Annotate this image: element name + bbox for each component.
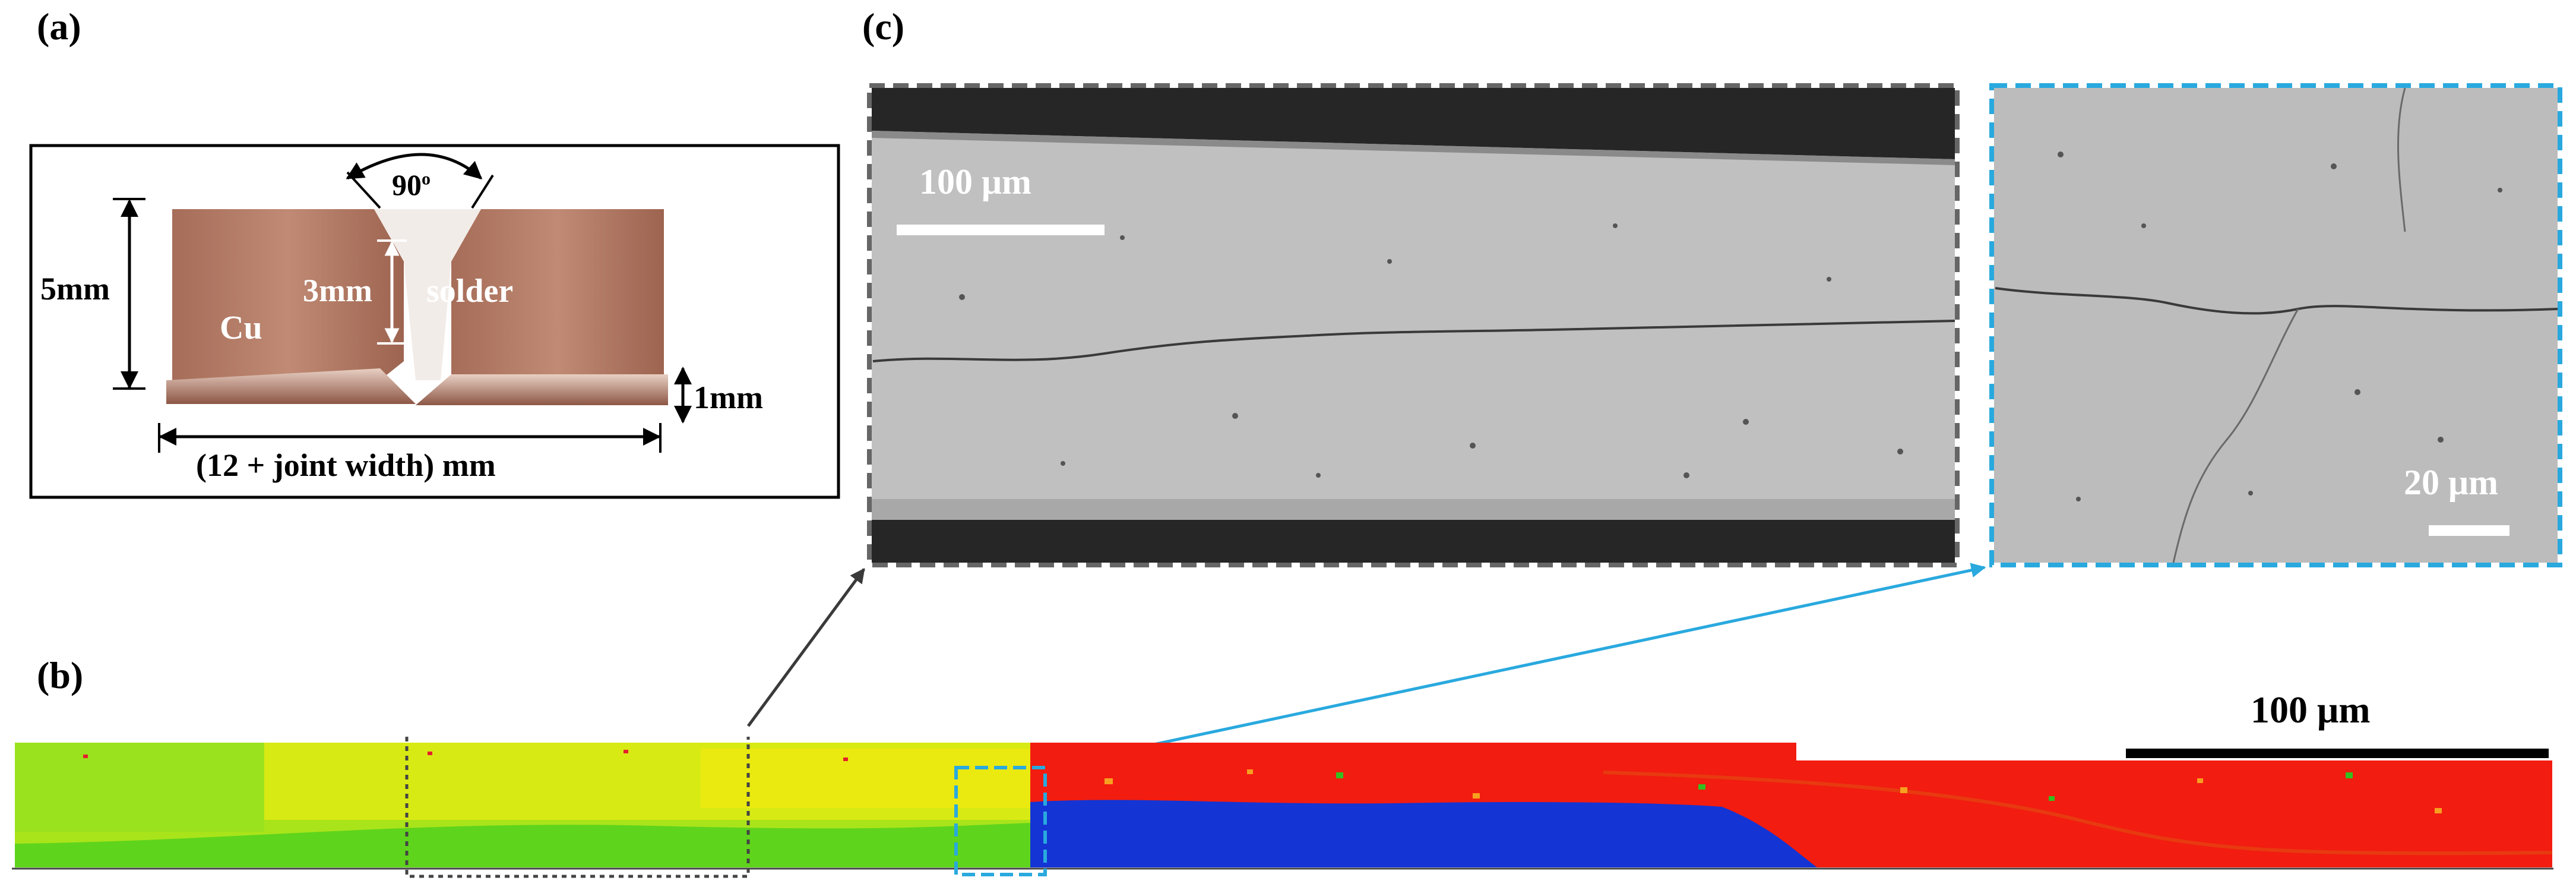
solder-label: solder [426, 273, 514, 310]
sem-detail-scale-label: 20 μm [2404, 463, 2498, 502]
ebsd-map [12, 737, 2553, 878]
panel-label-a: (a) [37, 5, 81, 48]
angle-value: 90 [392, 168, 422, 201]
ebsd-scale-label: 100 μm [2251, 689, 2371, 731]
panel-label-b: (b) [37, 654, 84, 696]
angle-arc [346, 153, 483, 180]
centerline-crack [872, 320, 1955, 362]
gap-label: 3mm [303, 273, 372, 308]
cu-label: Cu [220, 310, 262, 346]
solder-joint [374, 209, 481, 380]
sem-image-detail [1989, 83, 2562, 567]
width-label: (12 + joint width) mm [196, 447, 496, 483]
ebsd-scale-bar [2126, 749, 2549, 758]
thickness-label: 1mm [694, 380, 763, 415]
detail-crack-vertical [2172, 308, 2299, 563]
sem-overview-scale-label: 100 μm [919, 162, 1031, 201]
copper-base [166, 368, 416, 404]
height-label: 5mm [40, 271, 110, 307]
sem-overview-scale-bar [897, 225, 1105, 235]
copper-left [172, 209, 404, 380]
connector-blue-arrow [1045, 563, 1986, 769]
detail-crack-horizontal [1995, 287, 2558, 315]
sem-detail-border [1989, 83, 2562, 567]
specimen-drawing [29, 144, 840, 499]
angle-degree: o [422, 169, 431, 189]
sem-image-overview [867, 83, 1960, 567]
connector-gray-arrow [746, 567, 866, 727]
panel-label-c: (c) [862, 5, 905, 48]
copper-right [451, 209, 664, 380]
sem-detail-scale-bar [2429, 525, 2509, 536]
ebsd-selection-blue [954, 766, 1047, 876]
copper-base-right [416, 374, 668, 405]
angle-label: 90o [392, 168, 431, 202]
